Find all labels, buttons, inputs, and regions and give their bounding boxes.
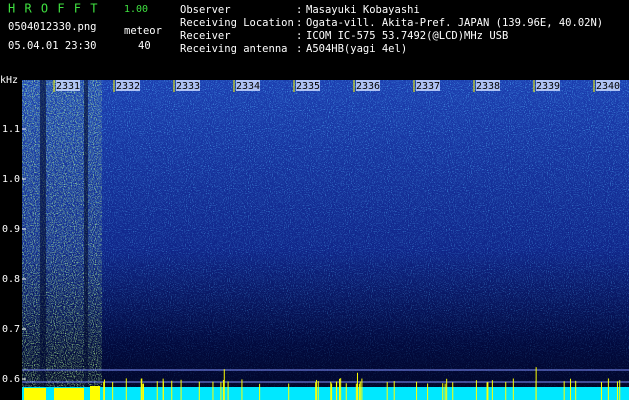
y-label: 0.6 (2, 374, 20, 385)
time-label-bg (56, 80, 80, 91)
spectrogram (22, 80, 629, 400)
field-separator: : (296, 17, 302, 29)
file-name: 0504012330.png (8, 21, 97, 33)
field-value: A504HB(yagi 4el) (306, 43, 407, 55)
field-value: Ogata-vill. Akita-Pref. JAPAN (139.96E, … (306, 17, 603, 29)
y-label: 0.7 (2, 324, 20, 335)
time-label: 2335 (296, 81, 320, 92)
version: 1.00 (124, 4, 148, 15)
field-label: Observer (180, 4, 231, 16)
field-separator: : (296, 43, 302, 55)
y-label: 0.9 (2, 224, 20, 235)
y-label: 0.8 (2, 274, 20, 285)
time-label: 2333 (176, 81, 200, 92)
field-label: Receiving Location (180, 17, 294, 29)
field-separator: : (296, 30, 302, 42)
time-label-bg (176, 80, 200, 91)
time-label-bg (596, 80, 620, 91)
datetime: 05.04.01 23:30 (8, 40, 97, 52)
time-label: 2336 (356, 81, 380, 92)
y-label: 1.0 (2, 174, 20, 185)
time-label: 2339 (536, 81, 560, 92)
time-label: 2331 (56, 81, 80, 92)
time-label-bg (356, 80, 380, 91)
time-label: 2337 (416, 81, 440, 92)
field-separator: : (296, 4, 302, 16)
y-label: 1.1 (2, 124, 20, 135)
header: H R O F F T 1.00 0504012330.png meteor 4… (0, 2, 162, 87)
time-label-bg (536, 80, 560, 91)
field-label: Receiver (180, 30, 231, 42)
y-unit: kHz (0, 75, 18, 86)
field-label: Receiving antenna (180, 43, 287, 55)
time-label-bg (236, 80, 260, 91)
time-label-bg (116, 80, 140, 91)
time-label: 2340 (596, 81, 620, 92)
time-label-bg (296, 80, 320, 91)
time-label: 2338 (476, 81, 500, 92)
time-label-bg (476, 80, 500, 91)
field-value: ICOM IC-575 53.7492(@LCD)MHz USB (306, 30, 508, 42)
app-name: H R O F F T (8, 2, 98, 16)
time-label: 2332 (116, 81, 140, 92)
field-value: Masayuki Kobayashi (306, 4, 420, 16)
time-label: 2334 (236, 81, 260, 92)
mode: meteor (124, 25, 162, 37)
time-label-bg (416, 80, 440, 91)
count: 40 (138, 40, 151, 52)
